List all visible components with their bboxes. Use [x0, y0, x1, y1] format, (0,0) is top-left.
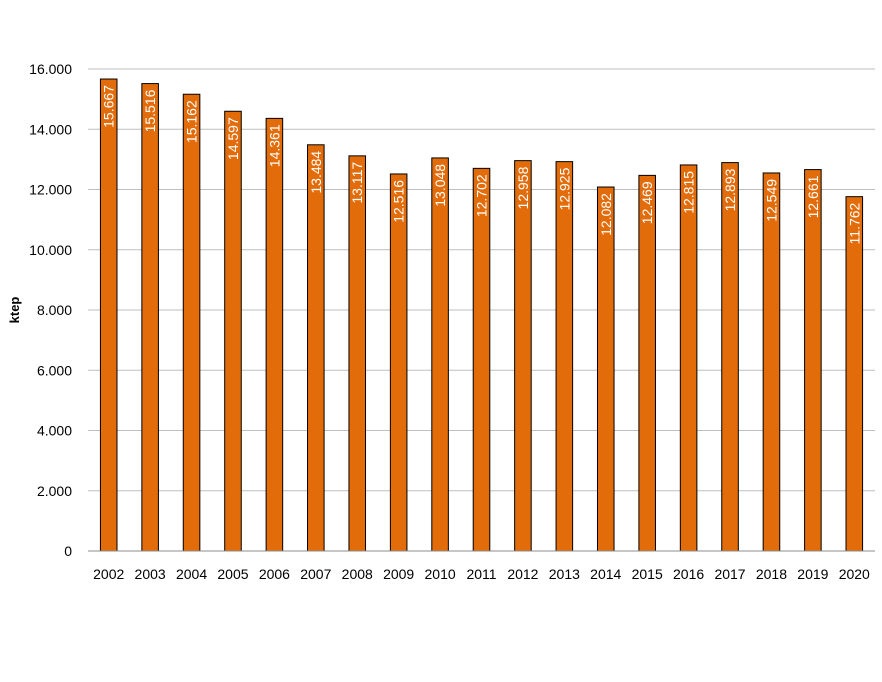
- y-tick-label: 2.000: [37, 483, 72, 499]
- y-axis-label: ktep: [7, 297, 22, 324]
- data-label: 12.082: [598, 193, 614, 236]
- bar: [679, 164, 698, 552]
- bar: [596, 186, 615, 552]
- bar: [348, 155, 367, 552]
- x-tick-label: 2005: [217, 566, 248, 582]
- bar: [389, 173, 408, 552]
- x-tick-label: 2016: [673, 566, 704, 582]
- x-tick-label: 2013: [549, 566, 580, 582]
- data-label: 15.162: [184, 100, 200, 143]
- x-tick-label: 2012: [507, 566, 538, 582]
- data-label: 15.516: [142, 89, 158, 132]
- y-tick-label: 14.000: [29, 121, 72, 137]
- data-label: 12.925: [556, 167, 572, 210]
- x-tick-label: 2003: [135, 566, 166, 582]
- x-tick-label: 2017: [714, 566, 745, 582]
- x-tick-label: 2010: [425, 566, 456, 582]
- bar: [638, 174, 656, 552]
- x-axis-ticks: 2002 2003 2004 2005 2006 2007 2008 2009 2010 2011…: [93, 566, 870, 582]
- data-label: 14.597: [225, 117, 241, 160]
- data-label: 12.469: [639, 181, 655, 224]
- bar: [721, 162, 739, 552]
- data-label: 15.667: [101, 85, 117, 128]
- x-tick-label: 2002: [93, 566, 124, 582]
- bar: [762, 172, 781, 552]
- bar: [182, 93, 201, 552]
- y-tick-label: 10.000: [29, 242, 72, 258]
- x-tick-label: 2020: [839, 566, 870, 582]
- bar: [265, 117, 284, 552]
- x-tick-label: 2019: [797, 566, 828, 582]
- data-label: 12.516: [391, 180, 407, 223]
- data-label: 13.117: [349, 162, 365, 204]
- data-label: 12.549: [763, 179, 779, 222]
- data-label: 12.958: [515, 166, 531, 209]
- bar: [141, 83, 159, 552]
- data-label: 12.893: [722, 168, 738, 211]
- y-axis-ticks: 0 2.000 4.000 6.000 8.000 10.000 12.000 14.000 1…: [29, 61, 72, 559]
- y-tick-label: 16.000: [29, 61, 72, 77]
- bar: [804, 169, 822, 552]
- data-label: 13.484: [308, 151, 324, 194]
- x-tick-label: 2015: [632, 566, 663, 582]
- bar: [555, 161, 574, 552]
- bar: [514, 160, 532, 552]
- data-label: 14.361: [266, 124, 282, 167]
- x-tick-label: 2004: [176, 566, 207, 582]
- y-tick-label: 6.000: [37, 362, 72, 378]
- bar: [431, 157, 449, 552]
- bar: [472, 167, 491, 552]
- x-tick-label: 2006: [259, 566, 290, 582]
- y-tick-label: 12.000: [29, 182, 72, 198]
- data-label: 12.815: [681, 171, 697, 214]
- x-tick-label: 2007: [300, 566, 331, 582]
- data-label: 12.702: [474, 174, 490, 217]
- data-label: 12.661: [805, 175, 821, 218]
- x-tick-label: 2009: [383, 566, 414, 582]
- bars: 15.667 15.516 15.162 14.597 14.361 13.484 13.1…: [99, 78, 864, 552]
- y-tick-label: 8.000: [37, 302, 72, 318]
- data-label: 13.048: [432, 164, 448, 207]
- bar: [224, 110, 242, 552]
- x-tick-label: 2014: [590, 566, 621, 582]
- bar: [307, 144, 325, 552]
- y-tick-label: 0: [64, 543, 72, 559]
- y-tick-label: 4.000: [37, 423, 72, 439]
- bar: [99, 78, 118, 552]
- data-label: 11.762: [846, 202, 862, 244]
- x-tick-label: 2018: [756, 566, 787, 582]
- bar: [845, 196, 864, 552]
- x-tick-label: 2008: [342, 566, 373, 582]
- x-tick-label: 2011: [466, 566, 496, 582]
